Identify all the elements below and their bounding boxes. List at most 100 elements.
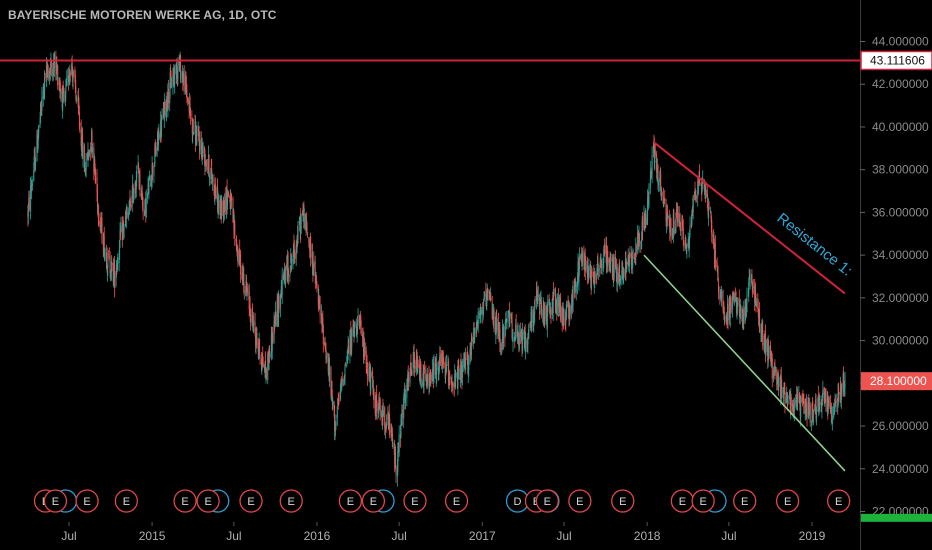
candle-body [245, 290, 247, 292]
candle-body [212, 177, 214, 183]
candle-body [294, 252, 296, 259]
candle [243, 283, 245, 300]
candle [651, 146, 653, 184]
candle-body [50, 60, 52, 68]
candle-body [123, 228, 125, 230]
candle [357, 316, 359, 335]
candle [367, 362, 369, 386]
candle-body [807, 403, 809, 419]
candle-body [401, 409, 403, 417]
candle-body [293, 248, 295, 256]
candle-body [385, 427, 387, 432]
candle [105, 244, 107, 270]
candle [599, 256, 601, 275]
candle [529, 321, 531, 328]
candle-body [597, 269, 599, 272]
candle-body [760, 329, 762, 334]
candle [723, 301, 725, 320]
candle [790, 393, 792, 415]
candle-body [517, 330, 519, 334]
candle-body [638, 234, 640, 242]
candle-body [379, 399, 381, 416]
candle-body [714, 243, 716, 269]
candle [134, 182, 136, 200]
candle-body [259, 357, 261, 358]
candle-body [338, 398, 340, 400]
candle [769, 340, 771, 362]
candle-body [65, 86, 67, 93]
candle [353, 320, 355, 338]
candle-body [375, 410, 377, 413]
candle-body [501, 341, 503, 345]
earnings-marker: E [173, 489, 197, 513]
candle-body [602, 263, 604, 271]
candle-body [91, 148, 93, 152]
candle-body [362, 334, 364, 338]
candle [820, 398, 822, 412]
earnings-marker: E [826, 489, 851, 513]
candle-body [283, 271, 285, 274]
candle-body [154, 146, 156, 166]
candle-body [42, 90, 44, 99]
candle [547, 294, 549, 317]
candle [714, 234, 716, 271]
candle-body [656, 154, 658, 173]
candle-body [293, 243, 295, 252]
candle-body [142, 196, 144, 206]
candle [50, 58, 52, 77]
candle [438, 357, 440, 374]
candle-body [597, 262, 599, 273]
x-tick-label: 2018 [634, 529, 661, 543]
candle [414, 352, 416, 377]
candle [695, 189, 697, 204]
candle-body [91, 132, 93, 152]
candle [120, 216, 122, 233]
candle [540, 296, 542, 319]
candle [836, 398, 838, 403]
candle-body [575, 284, 577, 293]
candle-body [487, 288, 489, 294]
candle [370, 365, 372, 395]
candle [582, 247, 584, 267]
candle-body [346, 364, 348, 367]
candle [73, 69, 75, 78]
candle-body [682, 227, 684, 239]
candle [231, 193, 233, 209]
candle-body [281, 274, 283, 295]
candle-body [257, 343, 259, 353]
candle-body [413, 353, 415, 359]
candle [384, 405, 386, 436]
candle-body [376, 393, 378, 406]
candle-body [505, 318, 507, 320]
candle [62, 86, 64, 119]
candle-body [732, 292, 734, 297]
candle-body [309, 246, 311, 251]
candle [407, 369, 409, 392]
candle-body [649, 180, 651, 188]
candle-body [297, 224, 299, 244]
candle [563, 307, 565, 330]
event-label: E [288, 496, 295, 508]
event-label: E [699, 496, 706, 508]
candle-body [454, 373, 456, 386]
candle [675, 212, 677, 233]
candle-body [423, 367, 425, 370]
candle [392, 438, 394, 450]
candle-body [657, 164, 659, 184]
candle-body [654, 150, 656, 163]
candle [208, 172, 210, 187]
candle-body [661, 188, 663, 198]
candle [619, 274, 621, 284]
candle [499, 338, 501, 356]
candle-body [570, 306, 572, 318]
candle-body [651, 154, 653, 175]
candle-body [477, 327, 479, 328]
candle-body [348, 345, 350, 354]
candle-body [134, 189, 136, 194]
candle-body [395, 466, 397, 475]
candle [446, 354, 448, 373]
candle-body [549, 307, 551, 311]
candle-body [581, 260, 583, 265]
candle [427, 368, 429, 389]
